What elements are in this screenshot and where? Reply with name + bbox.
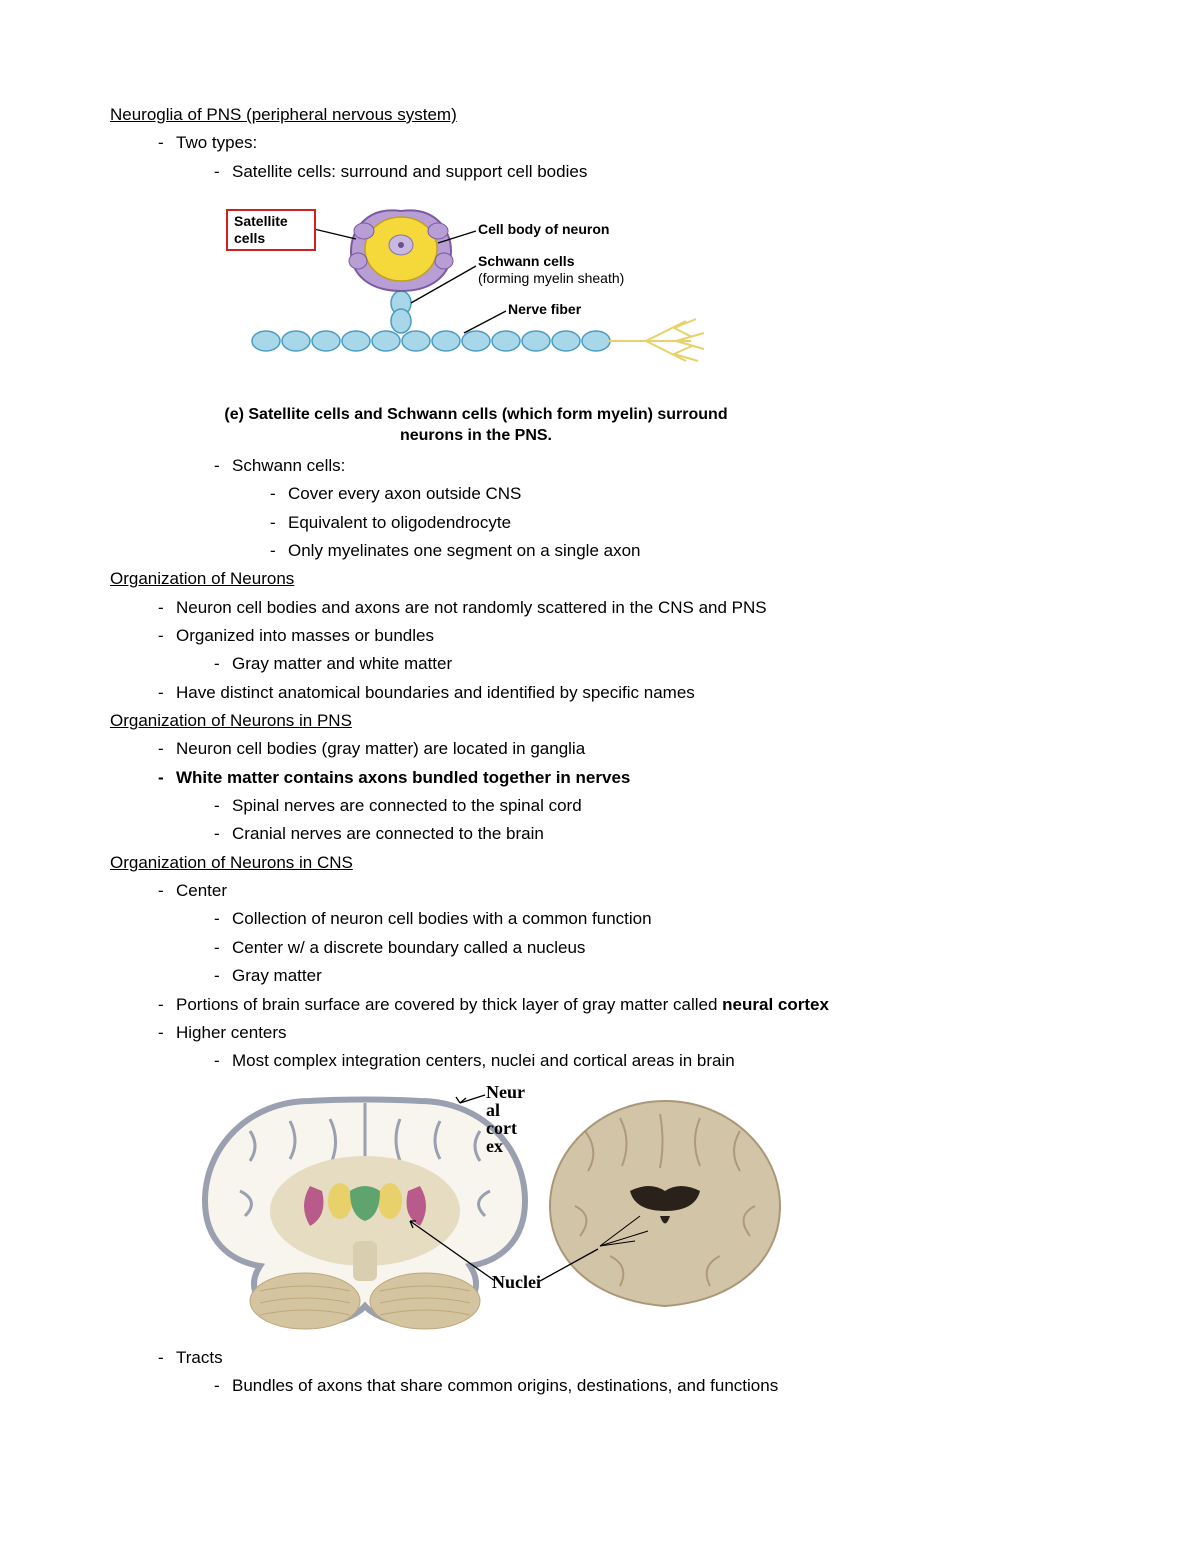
label-nuclei: Nuclei <box>492 1273 552 1291</box>
bullet-schwann-b: Equivalent to oligodendrocyte <box>262 510 1090 536</box>
bullet-cns-center: Center <box>150 878 1090 904</box>
bullet-schwann-c: Only myelinates one segment on a single … <box>262 538 1090 564</box>
bullet-pns2-s2: Cranial nerves are connected to the brai… <box>206 821 1090 847</box>
bullet-cns-center-s3: Gray matter <box>206 963 1090 989</box>
heading-org-cns: Organization of Neurons in CNS <box>110 850 1090 876</box>
figure-satellite-schwann: Satellitecells Cell body of neuron Schwa… <box>206 191 1090 447</box>
heading-org-neurons: Organization of Neurons <box>110 566 1090 592</box>
bullet-cns-higher-s1: Most complex integration centers, nuclei… <box>206 1048 1090 1074</box>
heading-org-pns: Organization of Neurons in PNS <box>110 708 1090 734</box>
bullet-pns1: Neuron cell bodies (gray matter) are loc… <box>150 736 1090 762</box>
label-schwann: Schwann cells (forming myelin sheath) <box>478 253 708 287</box>
bullet-two-types: Two types: <box>150 130 1090 156</box>
bullet-tracts: Tracts <box>150 1345 1090 1371</box>
bullet-org1: Neuron cell bodies and axons are not ran… <box>150 595 1090 621</box>
label-neural-cortex: Neuralcortex <box>486 1083 546 1155</box>
bullet-schwann-a: Cover every axon outside CNS <box>262 481 1090 507</box>
bullet-cns-higher: Higher centers <box>150 1020 1090 1046</box>
heading-neuroglia-pns: Neuroglia of PNS (peripheral nervous sys… <box>110 102 1090 128</box>
figure1-caption: (e) Satellite cells and Schwann cells (w… <box>216 405 736 447</box>
bullet-cns-center-s2: Center w/ a discrete boundary called a n… <box>206 935 1090 961</box>
bullet-satellite-cells: Satellite cells: surround and support ce… <box>206 159 1090 185</box>
figure-brain-sections: Neuralcortex Nuclei <box>180 1081 1090 1339</box>
bullet-org2: Organized into masses or bundles <box>150 623 1090 649</box>
bullet-pns2-s1: Spinal nerves are connected to the spina… <box>206 793 1090 819</box>
bullet-pns2: White matter contains axons bundled toge… <box>150 765 1090 791</box>
label-nerve-fiber: Nerve fiber <box>508 301 648 318</box>
bullet-cns-center-s1: Collection of neuron cell bodies with a … <box>206 906 1090 932</box>
label-satellite-cells: Satellitecells <box>226 209 316 251</box>
bullet-org2-s1: Gray matter and white matter <box>206 651 1090 677</box>
bullet-schwann-cells: Schwann cells: <box>206 453 1090 479</box>
label-cell-body: Cell body of neuron <box>478 221 678 238</box>
bullet-cns-cortex: Portions of brain surface are covered by… <box>150 992 1090 1018</box>
bullet-org3: Have distinct anatomical boundaries and … <box>150 680 1090 706</box>
bullet-tracts-s1: Bundles of axons that share common origi… <box>206 1373 1090 1399</box>
